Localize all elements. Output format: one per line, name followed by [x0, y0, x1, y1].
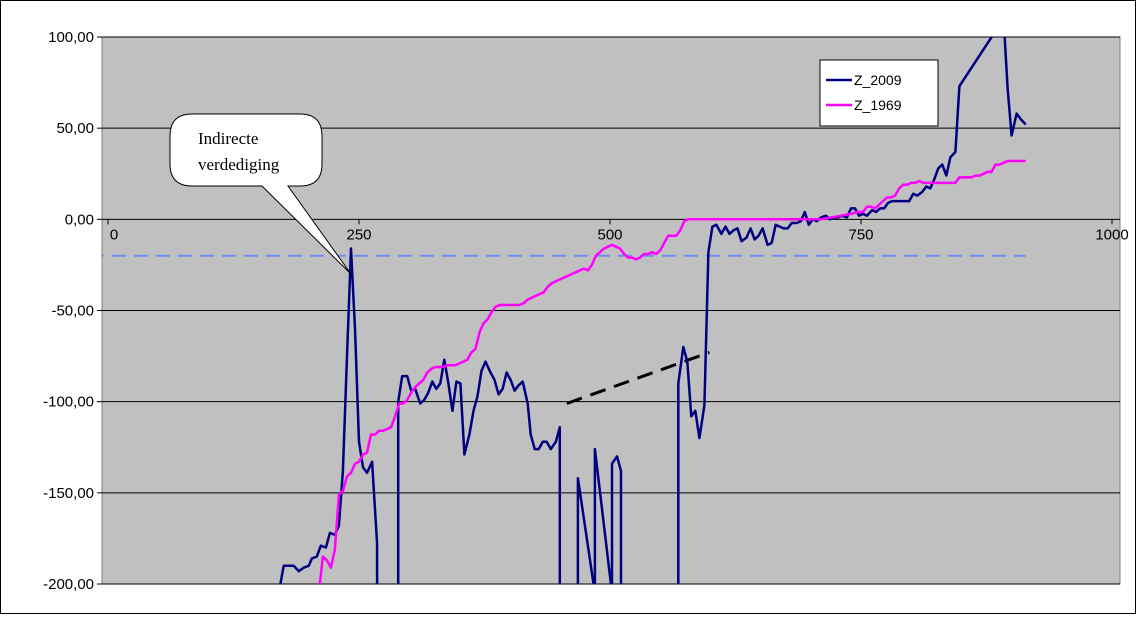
y-tick-label: 0,00 — [65, 211, 94, 228]
legend-box — [819, 59, 939, 127]
series-line-z_1969 — [318, 159, 1026, 584]
y-tick-label: -200,00 — [43, 576, 94, 593]
y-tick-label: 100,00 — [48, 29, 94, 46]
y-tick-label: -100,00 — [43, 394, 94, 411]
callout-bubble — [169, 113, 352, 275]
callout-text: Indirecte — [198, 129, 258, 148]
x-tick-label: 750 — [848, 226, 873, 243]
x-tick-label: 500 — [597, 226, 622, 243]
legend-label: Z_2009 — [854, 72, 902, 88]
legend-label: Z_1969 — [854, 97, 902, 113]
y-tick-label: -50,00 — [51, 303, 94, 320]
x-tick-label: 1000 — [1095, 226, 1128, 243]
annotation-callout: Indirecte verdediging — [169, 113, 352, 275]
y-axis-ticks: 100,00 50,00 0,00 -50,00 -100,00 -150,00 -200,… — [43, 29, 102, 593]
callout-text: verdediging — [198, 155, 280, 174]
y-tick-label: 50,00 — [56, 120, 94, 137]
reference-line-black — [566, 351, 710, 405]
x-tick-label: 250 — [346, 226, 371, 243]
legend: Z_2009 Z_1969 — [819, 59, 939, 127]
y-tick-label: -150,00 — [43, 485, 94, 502]
x-axis-ticks: 0 250 500 750 1000 — [107, 219, 1129, 243]
x-tick-label: 0 — [110, 226, 118, 243]
reference-lines — [102, 254, 1026, 405]
series-lines — [279, 37, 1027, 584]
series-line-z_2009 — [279, 37, 1027, 584]
